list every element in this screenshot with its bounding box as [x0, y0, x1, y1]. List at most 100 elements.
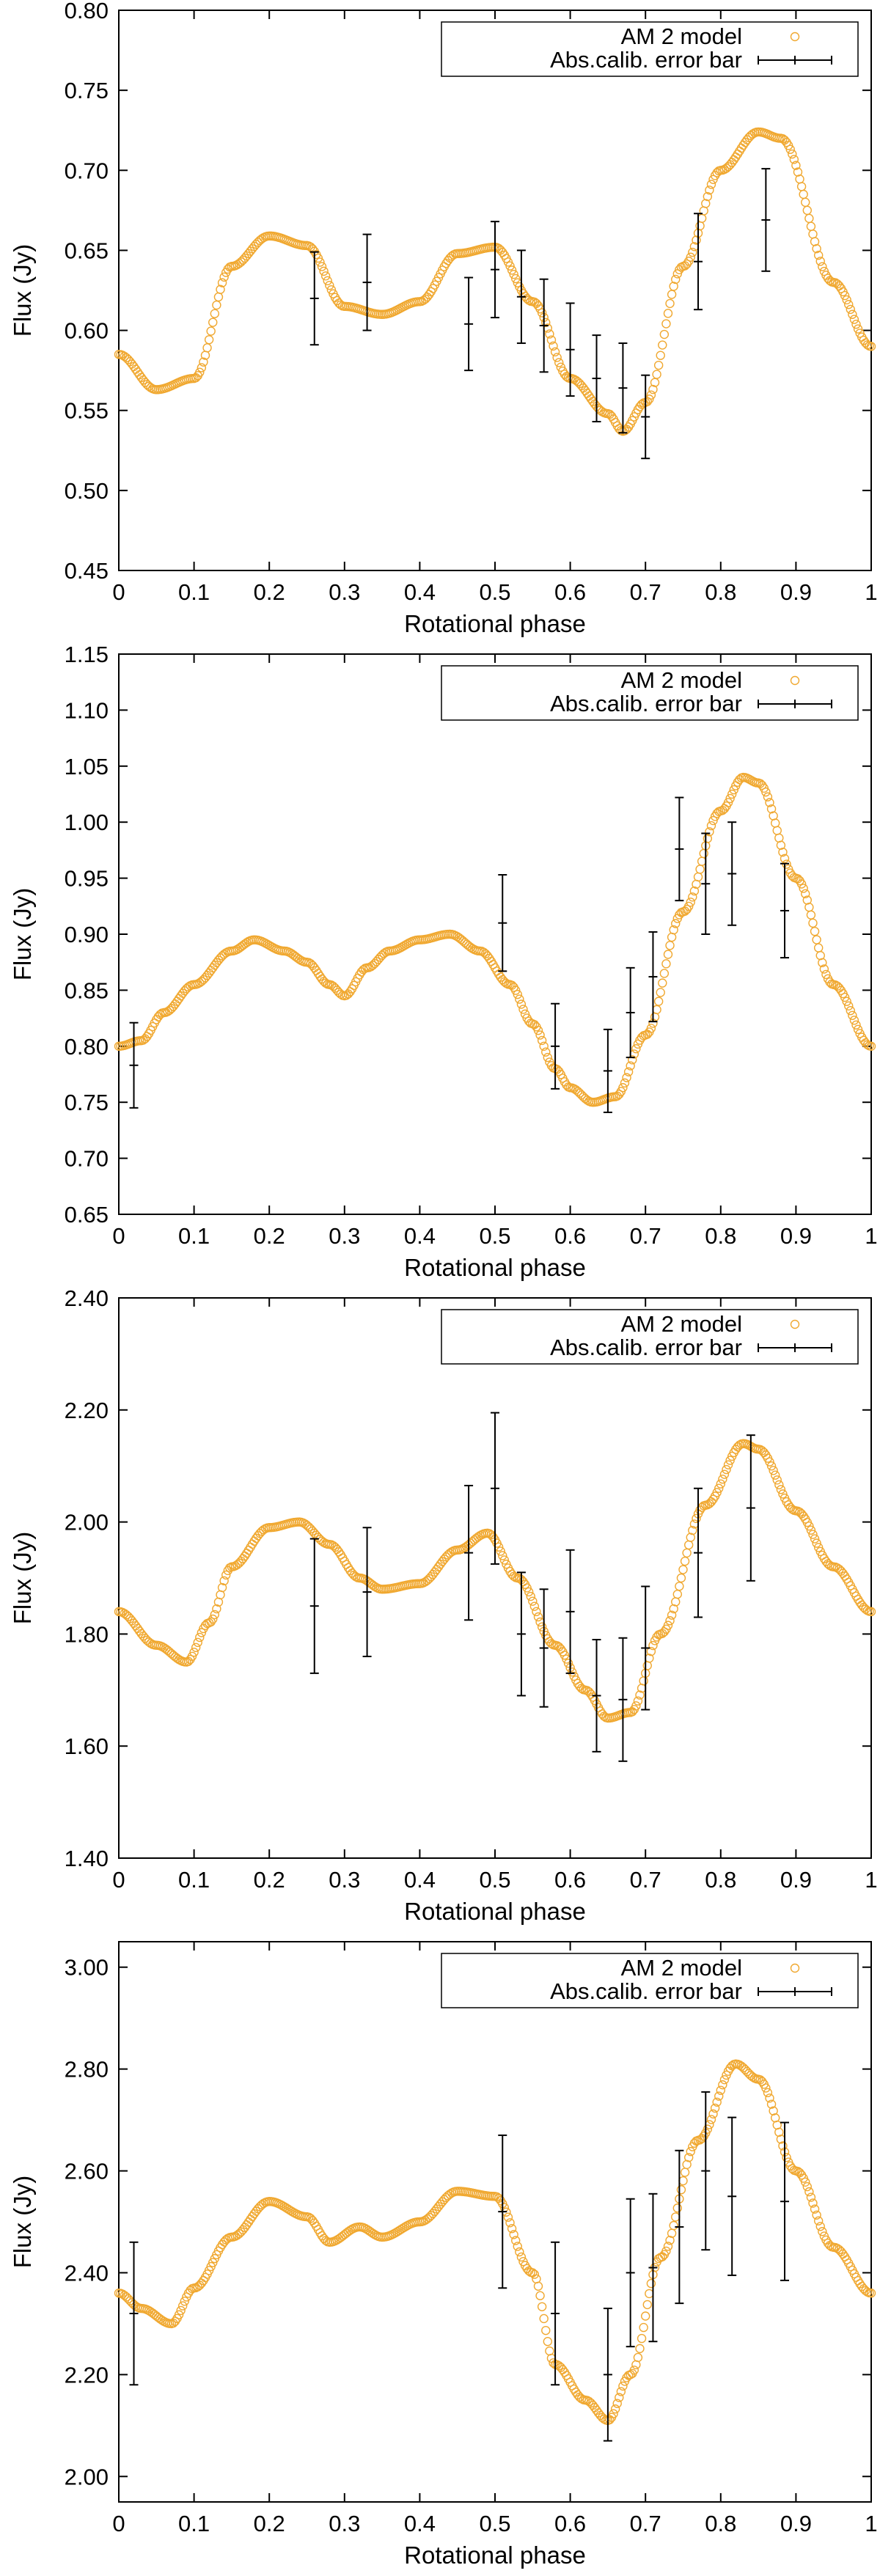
model-point: [678, 1565, 688, 1574]
model-point: [695, 221, 705, 231]
model-point: [723, 798, 733, 807]
x-tick-label: 0.2: [254, 2511, 285, 2536]
model-point: [769, 1466, 778, 1475]
legend-label-errorbar: Abs.calib. error bar: [550, 1335, 742, 1360]
model-point: [631, 1043, 641, 1054]
chart-panel-4: 0 0.1 0.2 0.3 0.4 0.5 0.6 0.7 0.8 0.9 1 2.00 2.20 2.4…: [0, 1931, 880, 2575]
model-point: [189, 1648, 199, 1657]
model-point: [665, 2236, 675, 2245]
model-point: [667, 1610, 677, 1620]
model-point: [535, 2291, 545, 2300]
model-point: [697, 213, 707, 223]
model-point: [610, 2404, 620, 2414]
model-point: [541, 2325, 551, 2335]
model-point: [609, 2409, 618, 2418]
model-point: [629, 2366, 639, 2375]
model-point: [663, 950, 673, 959]
model-point: [633, 1696, 643, 1706]
model-point: [653, 360, 664, 370]
model-point: [725, 1456, 735, 1465]
model-series: [114, 2059, 876, 2426]
model-point: [818, 2227, 827, 2236]
model-point: [496, 1546, 505, 1556]
model-point: [770, 818, 780, 828]
model-point: [675, 1582, 684, 1591]
errorbar-point: [464, 1484, 474, 1621]
model-point: [761, 2083, 771, 2093]
x-tick-label: 0.4: [404, 1223, 436, 1249]
errorbar-point: [675, 796, 684, 902]
y-tick-label: 0.55: [65, 398, 109, 424]
errorbar-series: [309, 168, 771, 460]
model-point: [498, 1551, 507, 1560]
model-point: [765, 798, 774, 807]
model-point: [815, 2222, 825, 2231]
model-point: [692, 235, 701, 245]
legend-box: [441, 1953, 859, 2008]
model-point: [844, 300, 854, 309]
model-point: [618, 1083, 628, 1093]
x-tick-label: 0.2: [254, 1867, 285, 1893]
model-point: [708, 2109, 718, 2119]
model-point: [315, 257, 325, 267]
y-tick-label: 0.70: [65, 1146, 109, 1172]
errorbar-point: [641, 1585, 650, 1711]
model-point: [697, 856, 707, 866]
model-point: [210, 309, 220, 318]
y-tick-label: 0.65: [65, 1202, 109, 1228]
model-point: [618, 2381, 628, 2391]
model-point: [541, 1047, 551, 1057]
x-tick-label: 0.8: [705, 1867, 736, 1893]
errorbar-point: [539, 278, 549, 373]
legend-label-errorbar: Abs.calib. error bar: [550, 691, 742, 716]
model-point: [810, 2204, 820, 2214]
errorbar-point: [648, 2192, 658, 2343]
model-point: [693, 872, 703, 882]
model-point: [766, 2099, 777, 2109]
model-point: [806, 1525, 816, 1535]
x-tick-label: 0.1: [178, 1867, 210, 1893]
model-point: [788, 149, 797, 159]
errorbar-point: [565, 1549, 575, 1674]
model-point: [723, 1460, 733, 1469]
model-point: [703, 191, 713, 202]
model-point: [535, 1030, 545, 1040]
errorbar-point: [565, 302, 575, 397]
x-tick-label: 0.1: [178, 1223, 210, 1249]
model-point: [712, 1488, 722, 1497]
model-point: [515, 2247, 524, 2257]
model-point: [801, 889, 810, 899]
model-point: [778, 2141, 788, 2151]
errorbar-point: [362, 233, 372, 331]
model-point: [563, 1659, 573, 1668]
errorbar-point: [780, 2121, 790, 2281]
model-point: [529, 1601, 540, 1611]
x-tick-label: 0.5: [479, 2511, 510, 2536]
model-point: [801, 2177, 810, 2187]
model-point: [689, 886, 700, 896]
x-tick-label: 0.7: [630, 1223, 661, 1249]
y-tick-label: 2.00: [65, 1510, 109, 1535]
errorbar-point: [129, 1021, 139, 1109]
model-point: [846, 1006, 855, 1016]
x-tick-label: 0.3: [329, 1867, 360, 1893]
model-point: [197, 363, 207, 373]
model-point: [637, 2333, 647, 2344]
errorbar-point: [694, 1487, 703, 1618]
model-series: [114, 1439, 876, 1723]
x-tick-label: 0.8: [705, 2511, 736, 2536]
model-point: [520, 1009, 530, 1019]
model-point: [320, 271, 331, 281]
model-point: [545, 329, 554, 339]
errorbar-point: [592, 1639, 601, 1753]
model-point: [631, 1701, 641, 1711]
model-point: [549, 341, 558, 351]
model-point: [567, 1667, 577, 1677]
model-point: [851, 320, 861, 329]
model-point: [680, 1556, 690, 1566]
errorbar-point: [464, 276, 474, 372]
model-point: [710, 2103, 720, 2113]
legend-label-model: AM 2 model: [621, 667, 742, 693]
model-point: [620, 1078, 630, 1088]
y-tick-label: 2.40: [65, 1288, 109, 1311]
